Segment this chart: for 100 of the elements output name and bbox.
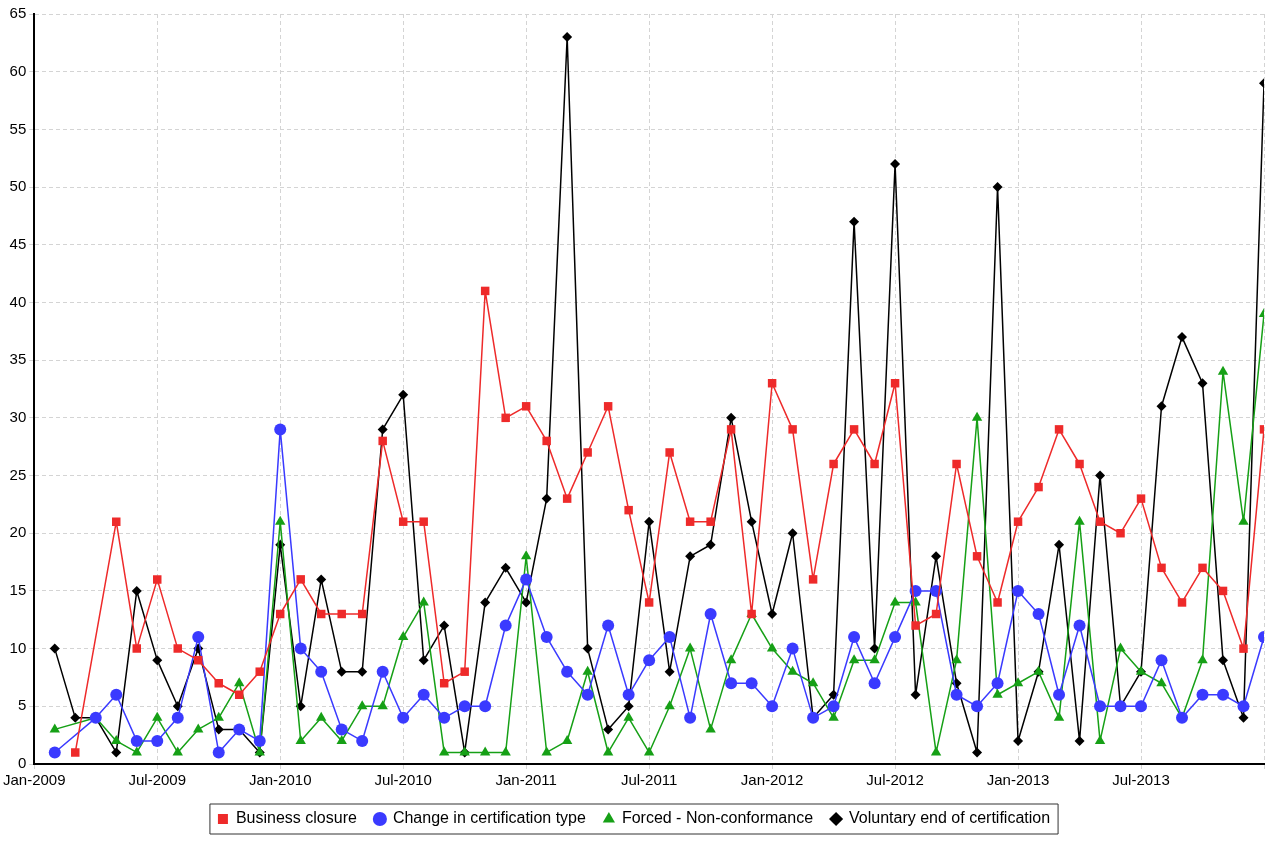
point <box>786 642 799 655</box>
point <box>111 734 122 744</box>
point <box>766 642 778 652</box>
point <box>376 665 389 678</box>
y-tick-label: 25 <box>9 465 27 483</box>
point <box>745 677 758 690</box>
point <box>213 724 224 735</box>
point <box>889 596 901 606</box>
point <box>706 517 715 526</box>
point <box>1115 642 1126 652</box>
y-tick-label: 60 <box>9 61 27 79</box>
point <box>71 748 80 757</box>
point <box>315 665 328 678</box>
point <box>1177 598 1187 607</box>
point <box>889 631 902 644</box>
point <box>828 711 839 721</box>
point <box>869 654 880 664</box>
point <box>460 667 469 676</box>
point <box>111 747 122 758</box>
point <box>1135 700 1148 713</box>
point <box>1075 459 1084 469</box>
point <box>1217 365 1229 375</box>
point <box>356 734 369 747</box>
point <box>1239 644 1248 653</box>
x-tick-label: Jan-2013 <box>986 771 1050 789</box>
point <box>1073 619 1086 632</box>
point <box>377 424 388 435</box>
legend-label: Voluntary end of certification <box>849 809 1051 827</box>
point <box>173 644 182 653</box>
x-tick-label: Jan-2012 <box>740 771 804 789</box>
point <box>275 515 286 525</box>
point <box>336 666 347 677</box>
point <box>458 700 471 713</box>
point <box>684 642 696 652</box>
point <box>397 711 410 724</box>
x-tick-label: Jul-2011 <box>620 771 678 789</box>
point <box>192 631 205 644</box>
point <box>274 423 287 436</box>
point <box>664 666 675 677</box>
point <box>726 412 737 423</box>
point <box>398 389 409 400</box>
point <box>1198 563 1207 573</box>
point <box>848 631 861 644</box>
point <box>602 619 615 632</box>
point <box>746 516 757 527</box>
point <box>499 619 512 632</box>
point <box>624 505 633 515</box>
point <box>622 688 635 701</box>
point <box>171 711 184 724</box>
x-tick-label: Jul-2012 <box>866 771 924 789</box>
point <box>112 517 121 526</box>
point <box>1094 734 1106 744</box>
point <box>869 643 880 654</box>
x-tick-label: Jan-2010 <box>248 771 312 789</box>
y-tick-label: 55 <box>9 119 27 137</box>
y-tick-label: 5 <box>17 696 27 714</box>
point <box>520 550 532 560</box>
point <box>1032 608 1045 620</box>
point <box>849 425 859 434</box>
point <box>1196 688 1209 701</box>
y-tick-label: 30 <box>9 407 27 425</box>
point <box>931 551 942 562</box>
point <box>1156 401 1167 412</box>
point <box>643 654 656 667</box>
point <box>848 654 860 664</box>
point <box>1217 688 1230 701</box>
point <box>398 631 409 641</box>
point <box>1012 584 1025 597</box>
point <box>316 711 327 721</box>
point <box>829 459 838 469</box>
point <box>294 642 307 655</box>
point <box>1095 517 1105 526</box>
point <box>972 552 982 561</box>
point <box>1012 677 1024 687</box>
point <box>663 631 676 644</box>
point <box>132 644 141 653</box>
point <box>153 575 162 584</box>
point <box>417 688 430 701</box>
y-tick-label: 50 <box>9 177 27 195</box>
point <box>705 723 716 733</box>
point <box>807 677 819 687</box>
point <box>766 700 779 713</box>
x-tick-label: Jul-2010 <box>374 771 432 789</box>
point <box>910 689 921 700</box>
point <box>972 747 983 758</box>
point <box>439 620 450 631</box>
point <box>725 654 737 664</box>
point <box>562 494 572 503</box>
point <box>378 436 387 446</box>
point <box>1034 482 1043 492</box>
point <box>992 688 1003 698</box>
x-tick-label: Jul-2013 <box>1112 771 1170 789</box>
y-tick-label: 45 <box>9 234 27 252</box>
point <box>542 436 551 446</box>
point <box>603 724 614 735</box>
point <box>110 688 123 701</box>
point <box>1177 332 1188 343</box>
point <box>788 425 797 434</box>
point <box>419 517 428 526</box>
point <box>870 459 879 469</box>
